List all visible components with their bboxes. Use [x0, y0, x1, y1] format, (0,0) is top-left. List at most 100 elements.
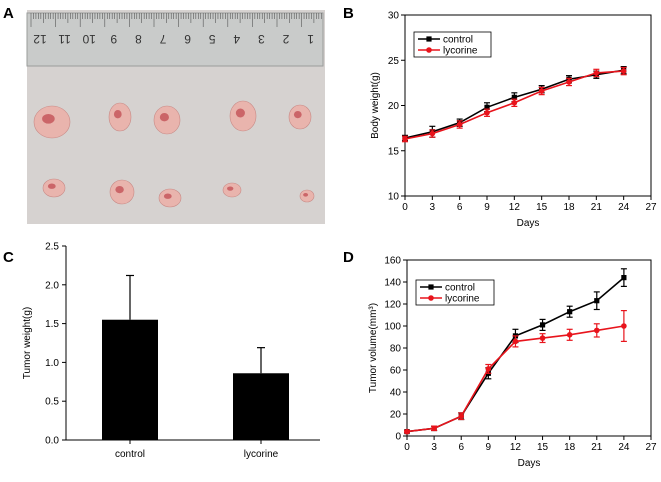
data-point-lycorine — [512, 338, 519, 345]
x-tick-label: 12 — [510, 442, 522, 453]
y-tick-label: 30 — [388, 11, 400, 22]
data-point-lycorine — [456, 121, 463, 128]
legend-box — [413, 31, 492, 58]
data-point-lycorine — [566, 332, 573, 338]
x-tick-label: lycorine — [244, 449, 279, 460]
data-point-lycorine — [593, 70, 600, 76]
tumor-vessel — [113, 110, 122, 119]
panel-label-b: B — [343, 5, 354, 22]
ruler-number: 10 — [82, 32, 96, 46]
body-weight-chart: 0 3 6 9 12 15 18 21 24 27 10 15 20 25 30 Days Body weigh… — [370, 11, 657, 230]
legend-box — [415, 279, 495, 306]
data-point-lycorine — [485, 366, 492, 372]
x-tick-label: 0 — [404, 442, 410, 453]
data-point-lycorine — [621, 323, 627, 329]
data-point-lycorine — [404, 428, 410, 435]
tumor-vessel — [293, 111, 302, 119]
data-point-lycorine — [511, 99, 518, 106]
y-tick-label: 2.0 — [45, 280, 59, 291]
data-point-lycorine — [429, 130, 436, 137]
panel-label-d: D — [343, 249, 354, 266]
x-tick-label: 6 — [457, 202, 463, 213]
x-axis-label: Days — [517, 218, 540, 229]
data-point-control — [539, 322, 546, 328]
data-point-control — [484, 104, 490, 110]
data-point-lycorine — [431, 425, 437, 432]
data-point-control — [567, 309, 573, 315]
x-tick-label: 6 — [458, 442, 464, 453]
data-point-control — [511, 94, 517, 100]
y-axis-label: Tumor volume(mm³) — [368, 303, 379, 393]
ruler-ticks — [30, 13, 322, 27]
legend-label: control — [443, 35, 473, 46]
legend-label: lycorine — [443, 46, 478, 57]
ruler-numbers: 12 11 10 9 8 7 6 5 4 3 2 1 — [33, 32, 314, 46]
ruler — [26, 12, 324, 67]
x-tick-label: 21 — [591, 202, 603, 213]
legend-marker — [426, 36, 432, 42]
y-tick-label: 15 — [388, 146, 400, 157]
ruler-number: 3 — [258, 32, 265, 46]
x-tick-label: 27 — [645, 202, 657, 213]
tumor-vessel — [47, 183, 56, 189]
y-tick-label: 40 — [390, 388, 402, 399]
bar-lycorine — [233, 373, 289, 440]
y-tick-label: 1.0 — [45, 358, 59, 369]
legend-label: control — [445, 283, 475, 294]
tumor-vessel — [235, 108, 245, 118]
ruler-number: 6 — [184, 32, 191, 46]
y-axis-label: Tumor weight(g) — [22, 307, 33, 379]
x-tick-label: 21 — [591, 442, 603, 453]
data-point-control — [594, 298, 600, 304]
tumor-vessel — [159, 113, 169, 122]
x-axis-label: Days — [518, 458, 541, 469]
data-point-lycorine — [539, 335, 546, 341]
y-tick-label: 0.5 — [45, 397, 59, 408]
y-tick-label: 20 — [388, 101, 400, 112]
x-tick-label: 3 — [430, 202, 436, 213]
x-tick-label: 18 — [564, 442, 576, 453]
data-point-control — [621, 275, 627, 281]
legend-label: lycorine — [445, 294, 480, 305]
plot-frame — [404, 14, 652, 197]
data-point-lycorine — [566, 79, 572, 85]
y-tick-label: 0 — [395, 432, 401, 443]
x-tick-label: 12 — [509, 202, 521, 213]
y-tick-label: 80 — [390, 344, 402, 355]
y-tick-label: 60 — [390, 366, 402, 377]
ruler-number: 8 — [135, 32, 142, 46]
x-tick-label: 24 — [618, 442, 630, 453]
tumor-photo: 12 11 10 9 8 7 6 5 4 3 2 1 — [26, 10, 325, 224]
data-point-lycorine — [538, 88, 545, 94]
panel-label-a: A — [3, 5, 14, 22]
y-tick-label: 140 — [384, 278, 401, 289]
bar-control — [102, 319, 158, 440]
legend-marker — [426, 47, 432, 53]
x-tick-label: 18 — [563, 202, 575, 213]
data-point-lycorine — [484, 109, 490, 116]
y-tick-label: 120 — [384, 300, 401, 311]
legend-marker — [428, 284, 434, 290]
x-tick-label: 0 — [402, 202, 408, 213]
y-tick-label: 0.0 — [45, 436, 59, 447]
panel-label-c: C — [3, 249, 14, 266]
x-tick-label: control — [115, 449, 145, 460]
ruler-number: 7 — [159, 32, 166, 46]
tumor-vessel — [227, 186, 234, 191]
x-tick-label: 15 — [537, 442, 549, 453]
x-tick-label: 27 — [645, 442, 657, 453]
legend-marker — [428, 295, 434, 301]
y-tick-label: 20 — [390, 410, 402, 421]
y-axis-label: Body weight(g) — [370, 72, 381, 139]
tumor-vessel — [115, 186, 124, 194]
ruler-number: 12 — [33, 32, 47, 46]
y-tick-label: 100 — [384, 322, 401, 333]
tumor-vessel — [303, 193, 309, 197]
x-tick-label: 9 — [484, 202, 490, 213]
tumors — [33, 100, 315, 208]
ruler-number: 4 — [233, 32, 240, 46]
tumor-vessel — [42, 114, 55, 124]
y-tick-label: 2.5 — [45, 242, 59, 253]
data-point-lycorine — [458, 413, 465, 420]
